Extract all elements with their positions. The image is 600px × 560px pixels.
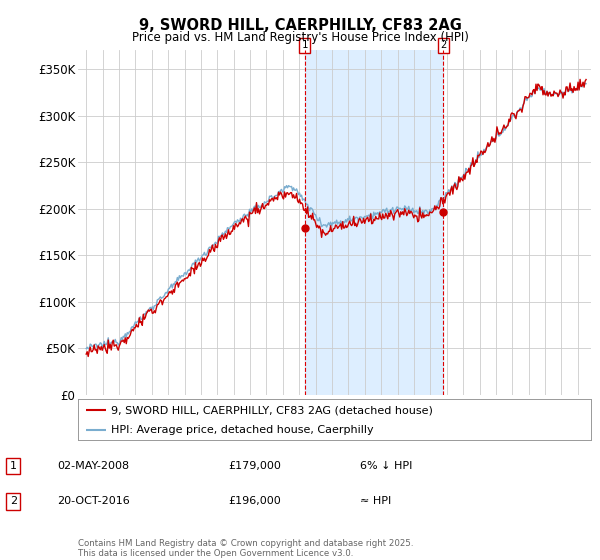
Text: 9, SWORD HILL, CAERPHILLY, CF83 2AG: 9, SWORD HILL, CAERPHILLY, CF83 2AG xyxy=(139,18,461,33)
Bar xyxy=(305,50,443,395)
Text: 2: 2 xyxy=(10,496,17,506)
Text: 2: 2 xyxy=(440,40,446,50)
Text: £179,000: £179,000 xyxy=(228,461,281,471)
Text: Contains HM Land Registry data © Crown copyright and database right 2025.
This d: Contains HM Land Registry data © Crown c… xyxy=(78,539,413,558)
Text: 1: 1 xyxy=(302,40,308,50)
Text: 6% ↓ HPI: 6% ↓ HPI xyxy=(360,461,412,471)
Text: Price paid vs. HM Land Registry's House Price Index (HPI): Price paid vs. HM Land Registry's House … xyxy=(131,31,469,44)
Text: ≈ HPI: ≈ HPI xyxy=(360,496,391,506)
Text: HPI: Average price, detached house, Caerphilly: HPI: Average price, detached house, Caer… xyxy=(112,424,374,435)
Text: 1: 1 xyxy=(10,461,17,471)
Text: 9, SWORD HILL, CAERPHILLY, CF83 2AG (detached house): 9, SWORD HILL, CAERPHILLY, CF83 2AG (det… xyxy=(112,405,433,415)
Text: £196,000: £196,000 xyxy=(228,496,281,506)
Text: 02-MAY-2008: 02-MAY-2008 xyxy=(57,461,129,471)
Text: 20-OCT-2016: 20-OCT-2016 xyxy=(57,496,130,506)
